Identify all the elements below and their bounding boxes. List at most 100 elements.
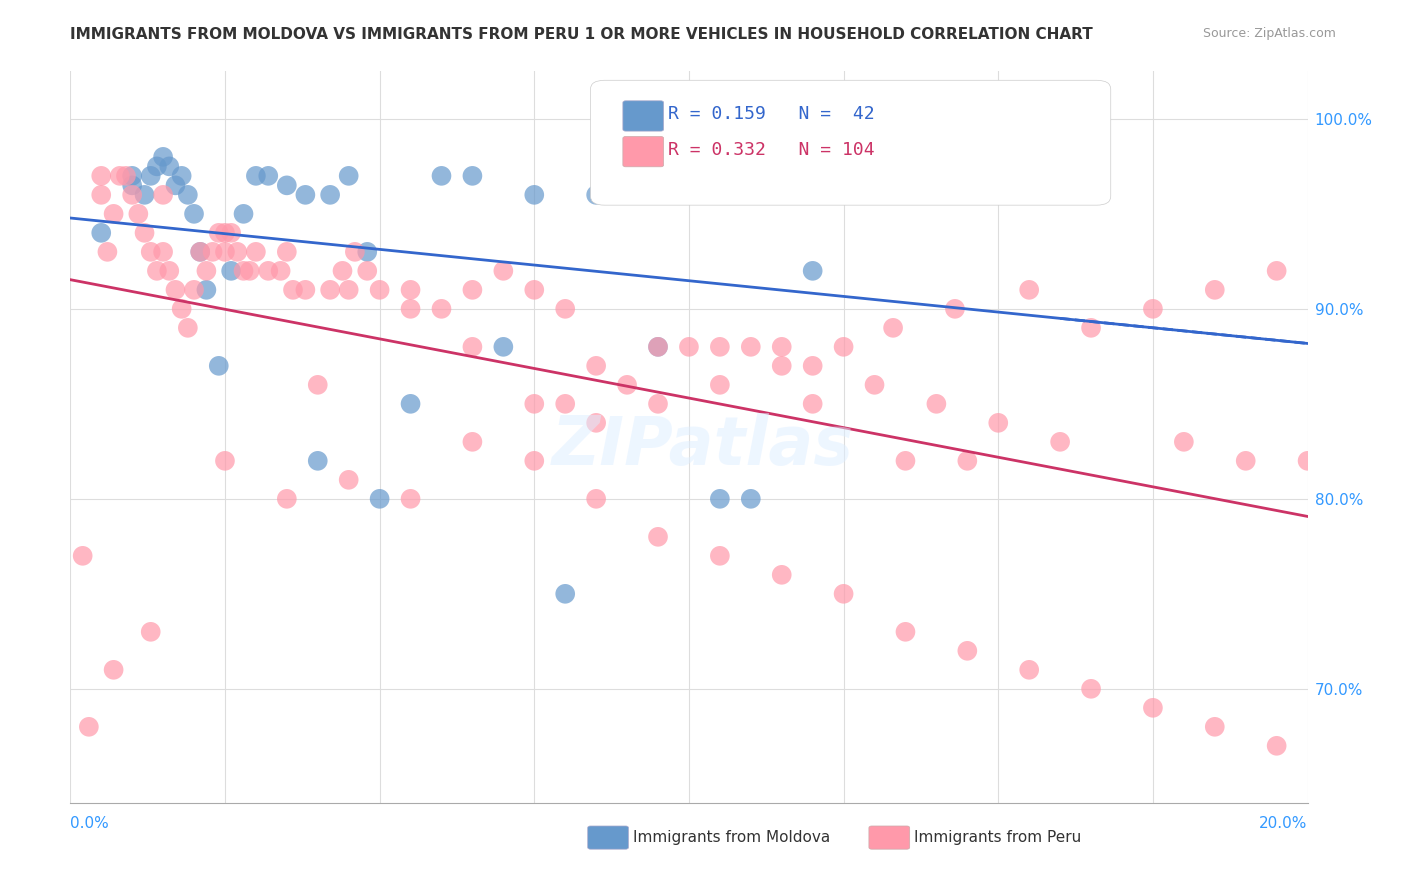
Point bbox=[90, 187, 112, 202]
Point bbox=[307, 377, 329, 392]
Point bbox=[270, 264, 292, 278]
Point bbox=[770, 567, 793, 582]
Point bbox=[232, 207, 254, 221]
Point bbox=[430, 301, 453, 316]
Point bbox=[226, 244, 249, 259]
Point bbox=[294, 187, 316, 202]
Point bbox=[832, 340, 855, 354]
Point bbox=[121, 187, 143, 202]
Point bbox=[1296, 454, 1319, 468]
Point bbox=[740, 491, 762, 506]
Point bbox=[399, 283, 422, 297]
Point bbox=[337, 473, 360, 487]
Point bbox=[245, 244, 267, 259]
Point bbox=[616, 377, 638, 392]
Point bbox=[177, 321, 200, 335]
Point bbox=[709, 377, 731, 392]
Point bbox=[368, 491, 391, 506]
Point bbox=[232, 264, 254, 278]
Point bbox=[188, 244, 211, 259]
Point bbox=[276, 244, 298, 259]
Point bbox=[96, 244, 118, 259]
Point bbox=[72, 549, 94, 563]
Point bbox=[430, 169, 453, 183]
Point bbox=[554, 397, 576, 411]
Point bbox=[77, 720, 100, 734]
Point bbox=[1049, 434, 1071, 449]
Point bbox=[740, 340, 762, 354]
Point bbox=[165, 283, 187, 297]
Point bbox=[108, 169, 131, 183]
Text: Immigrants from Moldova: Immigrants from Moldova bbox=[633, 830, 830, 845]
Point bbox=[943, 301, 966, 316]
Point bbox=[770, 340, 793, 354]
Point bbox=[134, 187, 156, 202]
Point bbox=[257, 169, 280, 183]
Point bbox=[523, 187, 546, 202]
Point bbox=[1049, 169, 1071, 183]
Point bbox=[337, 283, 360, 297]
Point bbox=[461, 434, 484, 449]
Point bbox=[832, 587, 855, 601]
Point bbox=[1265, 264, 1288, 278]
Point bbox=[214, 244, 236, 259]
Point bbox=[1018, 663, 1040, 677]
Text: Source: ZipAtlas.com: Source: ZipAtlas.com bbox=[1202, 27, 1336, 40]
Point bbox=[356, 244, 378, 259]
Point bbox=[585, 416, 607, 430]
Point bbox=[1204, 720, 1226, 734]
Point bbox=[647, 397, 669, 411]
Point bbox=[239, 264, 262, 278]
Point bbox=[1265, 739, 1288, 753]
Point bbox=[368, 283, 391, 297]
Point bbox=[523, 283, 546, 297]
Point bbox=[257, 264, 280, 278]
Point bbox=[152, 150, 174, 164]
Point bbox=[214, 226, 236, 240]
Point bbox=[492, 264, 515, 278]
Point bbox=[146, 264, 169, 278]
Point bbox=[616, 169, 638, 183]
Point bbox=[103, 207, 125, 221]
Point bbox=[709, 549, 731, 563]
Point bbox=[1234, 454, 1257, 468]
Point bbox=[332, 264, 354, 278]
Point bbox=[139, 244, 162, 259]
Point bbox=[801, 359, 824, 373]
Point bbox=[146, 159, 169, 173]
Point bbox=[183, 207, 205, 221]
Text: IMMIGRANTS FROM MOLDOVA VS IMMIGRANTS FROM PERU 1 OR MORE VEHICLES IN HOUSEHOLD : IMMIGRANTS FROM MOLDOVA VS IMMIGRANTS FR… bbox=[70, 27, 1092, 42]
Point bbox=[1204, 283, 1226, 297]
Point bbox=[647, 530, 669, 544]
Point bbox=[801, 264, 824, 278]
Point bbox=[214, 454, 236, 468]
Point bbox=[554, 587, 576, 601]
Point bbox=[103, 663, 125, 677]
Point bbox=[157, 264, 180, 278]
Point bbox=[188, 244, 211, 259]
Point bbox=[956, 644, 979, 658]
Point bbox=[399, 397, 422, 411]
Text: R = 0.332   N = 104: R = 0.332 N = 104 bbox=[668, 141, 875, 159]
Point bbox=[121, 169, 143, 183]
Point bbox=[195, 283, 218, 297]
Point bbox=[208, 359, 231, 373]
Point bbox=[201, 244, 224, 259]
Point bbox=[219, 264, 242, 278]
Point bbox=[134, 226, 156, 240]
Point bbox=[157, 159, 180, 173]
Point bbox=[863, 377, 886, 392]
Point bbox=[647, 340, 669, 354]
Point bbox=[1080, 321, 1102, 335]
Point bbox=[121, 178, 143, 193]
Point bbox=[281, 283, 304, 297]
Point bbox=[925, 169, 948, 183]
Point bbox=[882, 321, 904, 335]
Point bbox=[461, 169, 484, 183]
Point bbox=[554, 301, 576, 316]
Point bbox=[894, 624, 917, 639]
Text: ZIPatlas: ZIPatlas bbox=[553, 413, 853, 479]
Point bbox=[801, 397, 824, 411]
Point bbox=[90, 169, 112, 183]
Point bbox=[956, 454, 979, 468]
